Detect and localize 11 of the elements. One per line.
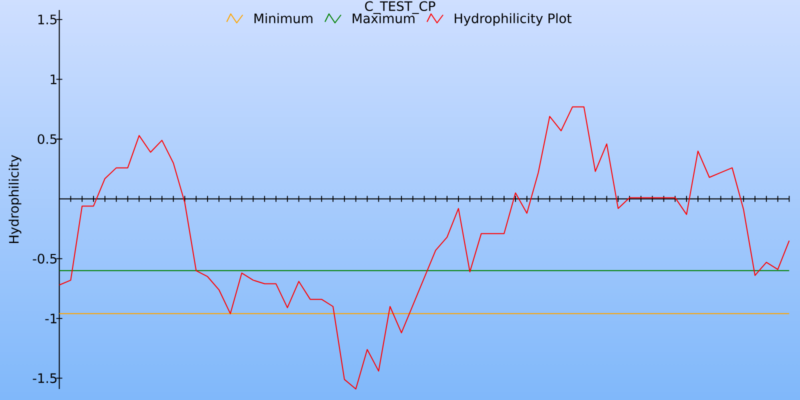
y-tick-label: 0.5 [38,134,56,144]
y-tick-label: -1 [45,314,56,324]
y-tick-label: 1.5 [38,14,56,24]
y-tick-label: -0.5 [32,254,56,264]
y-tick-label: -1.5 [32,373,56,384]
y-tick-label: 1 [50,74,56,84]
legend-label: Maximum [352,13,414,24]
legend-label: Hydrophilicity Plot [454,13,572,26]
y-axis-title: Hydrophilicity [8,155,22,244]
legend-label: Minimum [254,13,312,24]
chart-title: C_TEST_CP [365,1,436,14]
